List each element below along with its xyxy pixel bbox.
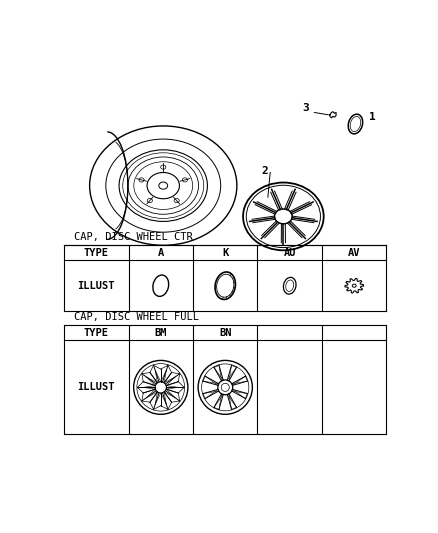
Text: ILLUST: ILLUST xyxy=(78,382,115,392)
Text: 2: 2 xyxy=(261,166,268,176)
Text: A: A xyxy=(158,248,164,257)
Text: AV: AV xyxy=(348,248,360,257)
Text: BM: BM xyxy=(155,328,167,338)
Text: TYPE: TYPE xyxy=(84,248,109,257)
Text: TYPE: TYPE xyxy=(84,328,109,338)
Text: ILLUST: ILLUST xyxy=(78,281,115,290)
Text: K: K xyxy=(222,248,228,257)
Text: CAP, DISC WHEEL FULL: CAP, DISC WHEEL FULL xyxy=(74,312,199,322)
Text: 1: 1 xyxy=(369,112,376,122)
Text: AU: AU xyxy=(283,248,296,257)
Text: CAP, DISC WHEEL CTR: CAP, DISC WHEEL CTR xyxy=(74,232,193,243)
Text: 3: 3 xyxy=(303,103,310,113)
Text: BN: BN xyxy=(219,328,232,338)
